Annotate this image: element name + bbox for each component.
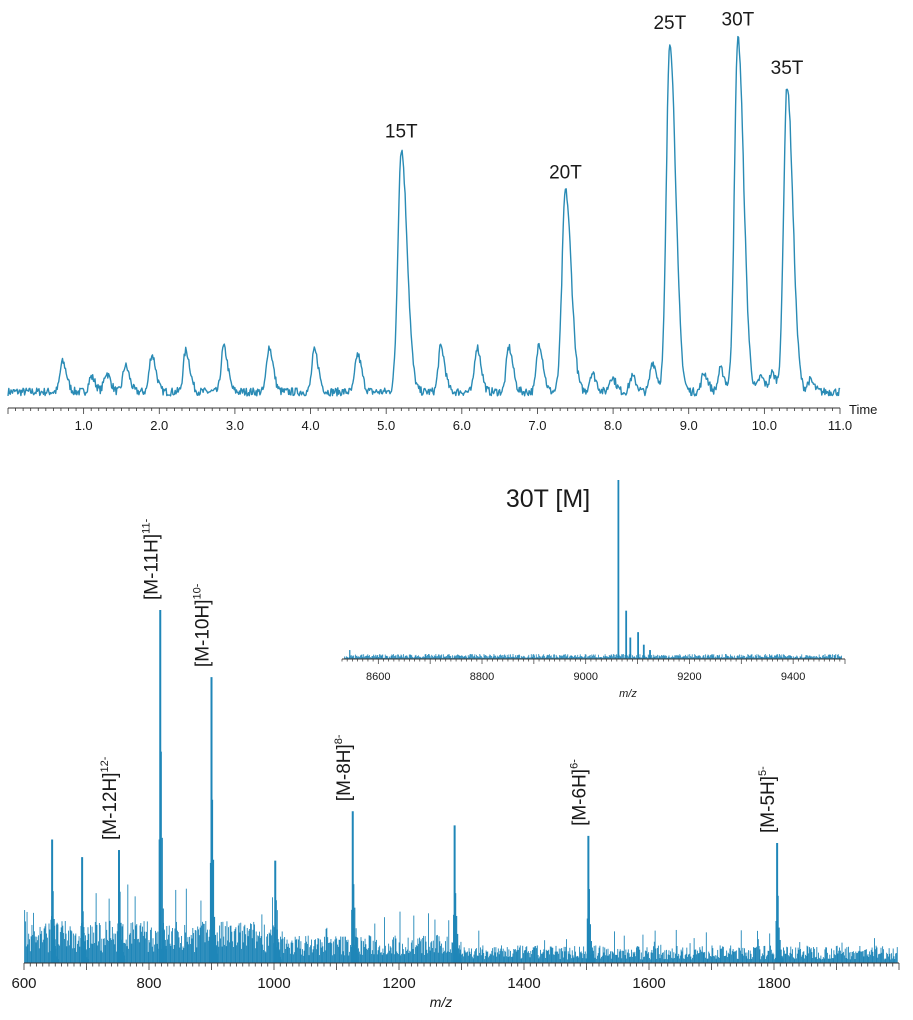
x-tick-label: 3.0 <box>226 418 244 433</box>
x-tick-label: 1400 <box>507 975 540 992</box>
ion-label: [M-8H]8- <box>333 734 355 801</box>
ion-label: [M-5H]5- <box>757 766 779 833</box>
ion-formula: [M-10H] <box>193 599 214 667</box>
ion-formula: [M-8H] <box>334 744 355 801</box>
x-tick-label: 2.0 <box>150 418 168 433</box>
peak-cluster <box>775 842 784 963</box>
x-tick-label: 5.0 <box>377 418 395 433</box>
peak-cluster <box>453 825 462 963</box>
peak-cluster <box>209 677 219 963</box>
ion-charge: 8- <box>333 734 345 744</box>
ion-formula: [M-12H] <box>100 772 121 840</box>
ion-label: [M-6H]6- <box>568 759 590 826</box>
mass-spectrum-panel: [M-12H]12-[M-11H]11-[M-10H]10-[M-8H]8-[M… <box>11 518 900 1010</box>
ion-charge: 6- <box>568 759 580 769</box>
x-tick-label: 1600 <box>632 975 665 992</box>
inset-spectrum-panel: 8600 8800 9000 9200 9400 m/z 30T [M] <box>341 480 846 700</box>
ion-label: [M-11H]11- <box>140 518 162 600</box>
x-tick-label: 1800 <box>757 975 790 992</box>
peak-cluster <box>273 860 282 963</box>
x-tick-label: 1200 <box>382 975 415 992</box>
chromatogram-trace <box>7 35 841 397</box>
ion-formula: [M-6H] <box>569 769 590 826</box>
peak-label-20t: 20T <box>549 162 582 183</box>
peak-cluster <box>80 857 89 963</box>
peak-cluster <box>50 839 59 963</box>
x-axis-title: Time <box>849 402 877 417</box>
peak-cluster <box>351 811 360 963</box>
x-tick-label: 1.0 <box>75 418 93 433</box>
ion-formula: [M-11H] <box>141 534 162 600</box>
peak-cluster <box>586 835 595 963</box>
ion-charge: 12- <box>99 756 111 772</box>
x-tick-label: 8600 <box>366 671 390 683</box>
x-tick-label: 9.0 <box>680 418 698 433</box>
x-tick-label: 9000 <box>573 671 597 683</box>
peak-label-30t: 30T <box>722 9 755 30</box>
x-tick-label: 600 <box>11 975 36 992</box>
ion-charge: 11- <box>140 518 152 533</box>
inset-title: 30T [M] <box>506 485 590 513</box>
peak-label-15t: 15T <box>385 121 418 142</box>
x-tick-label: 11.0 <box>828 418 852 433</box>
peak-cluster <box>158 610 167 963</box>
ion-charge: 5- <box>757 766 769 776</box>
x-axis-title: m/z <box>619 688 637 700</box>
peak-cluster <box>117 850 126 963</box>
x-tick-label: 7.0 <box>528 418 546 433</box>
x-tick-label: 9400 <box>781 671 805 683</box>
x-tick-label: 6.0 <box>453 418 471 433</box>
peak-label-35t: 35T <box>771 58 804 79</box>
x-tick-label: 4.0 <box>302 418 320 433</box>
x-axis-title: m/z <box>430 994 453 1010</box>
x-tick-label: 800 <box>136 975 161 992</box>
x-tick-label: 8800 <box>470 671 494 683</box>
x-tick-label: 8.0 <box>604 418 622 433</box>
x-tick-label: 1000 <box>257 975 290 992</box>
ion-formula: [M-5H] <box>758 776 779 833</box>
ion-label: [M-12H]12- <box>99 756 121 840</box>
ion-charge: 10- <box>192 583 204 599</box>
peak-label-25t: 25T <box>653 13 686 34</box>
x-tick-label: 10.0 <box>752 418 777 433</box>
x-tick-label: 9200 <box>677 671 701 683</box>
ion-label: [M-10H]10- <box>192 583 214 667</box>
